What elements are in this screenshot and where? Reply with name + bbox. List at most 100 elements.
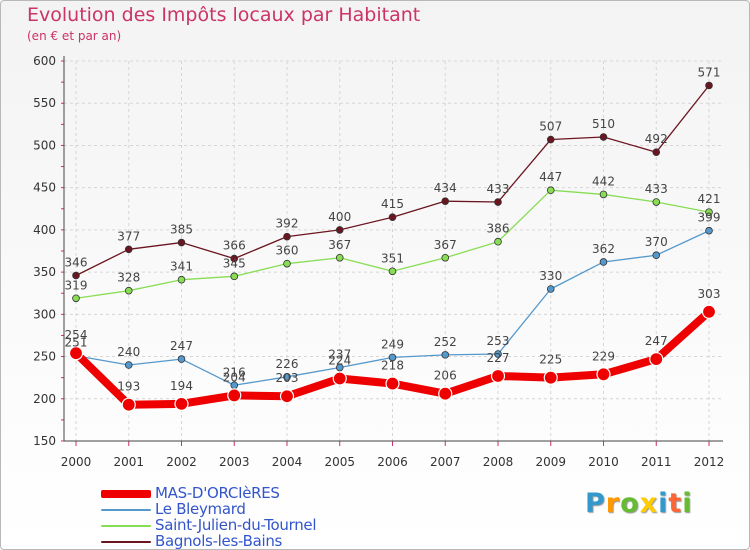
data-point	[68, 346, 84, 361]
data-label: 330	[539, 269, 562, 283]
x-tick-label: 2008	[483, 455, 514, 469]
data-point	[227, 388, 242, 403]
data-label: 392	[276, 217, 299, 231]
data-point	[546, 285, 555, 293]
data-point	[388, 213, 397, 222]
data-point	[121, 397, 136, 412]
data-point	[283, 259, 291, 268]
data-point	[335, 226, 344, 234]
data-label: 370	[645, 235, 668, 249]
data-point	[494, 198, 502, 206]
data-point	[652, 198, 661, 206]
data-point	[124, 245, 133, 254]
data-label: 203	[276, 371, 299, 385]
axis-layer: 150 200 250 300 350 400 450 500 550 600 2000 2001 20…	[33, 54, 724, 469]
data-point	[494, 350, 502, 358]
data-point	[441, 197, 450, 205]
y-tick-label: 250	[33, 350, 56, 364]
data-point	[177, 355, 186, 363]
legend-label: MAS-D'ORCIèRES	[155, 484, 280, 502]
x-tick-label: 2000	[61, 455, 92, 469]
data-label: 434	[434, 181, 457, 195]
data-label: 433	[487, 182, 510, 196]
data-label: 240	[117, 345, 140, 359]
y-tick-label: 450	[33, 181, 56, 195]
legend-swatch	[101, 490, 151, 498]
chart-subtitle: (en € et par an)	[27, 29, 122, 43]
y-tick-label: 150	[33, 434, 56, 448]
legend-swatch	[101, 525, 151, 527]
data-label: 247	[170, 339, 193, 353]
data-point	[177, 275, 186, 284]
data-point	[72, 271, 80, 280]
data-label: 252	[434, 335, 457, 349]
data-point	[599, 190, 608, 199]
data-label: 341	[170, 260, 193, 274]
data-label: 367	[434, 238, 457, 252]
data-label: 216	[223, 365, 246, 379]
y-tick-label: 550	[33, 96, 56, 110]
logo-letter: x	[639, 488, 659, 519]
x-tick-label: 2005	[324, 455, 355, 469]
x-tick-label: 2001	[113, 455, 144, 469]
logo-letter: i	[682, 488, 693, 519]
logo-letter: t	[668, 488, 683, 519]
data-label: 386	[487, 222, 510, 236]
data-label: 328	[117, 271, 140, 285]
data-point	[546, 186, 555, 195]
data-label: 415	[381, 197, 404, 211]
y-tick-label: 300	[33, 307, 56, 321]
data-label: 421	[698, 192, 721, 206]
data-label: 400	[328, 210, 351, 224]
data-label: 237	[328, 348, 351, 362]
logo-letter: r	[605, 488, 621, 519]
data-label: 254	[65, 328, 88, 342]
series-layer	[68, 81, 717, 412]
data-point	[649, 351, 664, 367]
data-label: 510	[592, 117, 615, 131]
data-label: 399	[698, 211, 721, 225]
legend-label: Le Bleymard	[155, 500, 246, 518]
data-label: 253	[487, 334, 510, 348]
data-label: 351	[381, 251, 404, 265]
data-point	[388, 267, 397, 276]
y-tick-label: 200	[33, 392, 56, 406]
data-point	[652, 148, 661, 157]
data-label: 571	[698, 65, 721, 79]
legend-label: Bagnols-les-Bains	[155, 532, 283, 550]
data-point	[279, 389, 295, 404]
data-point	[596, 367, 611, 382]
proxiti-logo: Proxiti	[585, 488, 693, 519]
data-label: 366	[223, 239, 246, 253]
x-tick-label: 2003	[219, 455, 250, 469]
data-point	[490, 368, 506, 384]
data-point	[124, 361, 133, 369]
data-label: 225	[539, 353, 562, 367]
data-label: 226	[276, 357, 299, 371]
data-label: 193	[117, 380, 140, 394]
data-point	[652, 251, 661, 260]
data-point	[332, 371, 347, 386]
data-point	[177, 238, 186, 247]
data-point	[388, 353, 397, 362]
data-label: 345	[223, 256, 246, 270]
x-tick-label: 2010	[588, 455, 619, 469]
y-tick-label: 600	[33, 54, 56, 68]
data-label: 442	[592, 174, 615, 188]
data-label: 433	[645, 182, 668, 196]
x-tick-label: 2007	[430, 455, 461, 469]
data-point	[72, 294, 80, 303]
x-tick-label: 2002	[166, 455, 197, 469]
data-point	[705, 81, 713, 90]
x-tick-label: 2006	[377, 455, 408, 469]
data-label: 507	[539, 120, 562, 134]
data-point	[599, 258, 608, 266]
logo-letter: i	[658, 488, 669, 519]
data-label: 251	[65, 336, 88, 350]
x-tick-label: 2012	[694, 455, 725, 469]
data-point	[335, 363, 344, 372]
data-label: 385	[170, 223, 193, 237]
legend-swatch	[101, 509, 151, 511]
